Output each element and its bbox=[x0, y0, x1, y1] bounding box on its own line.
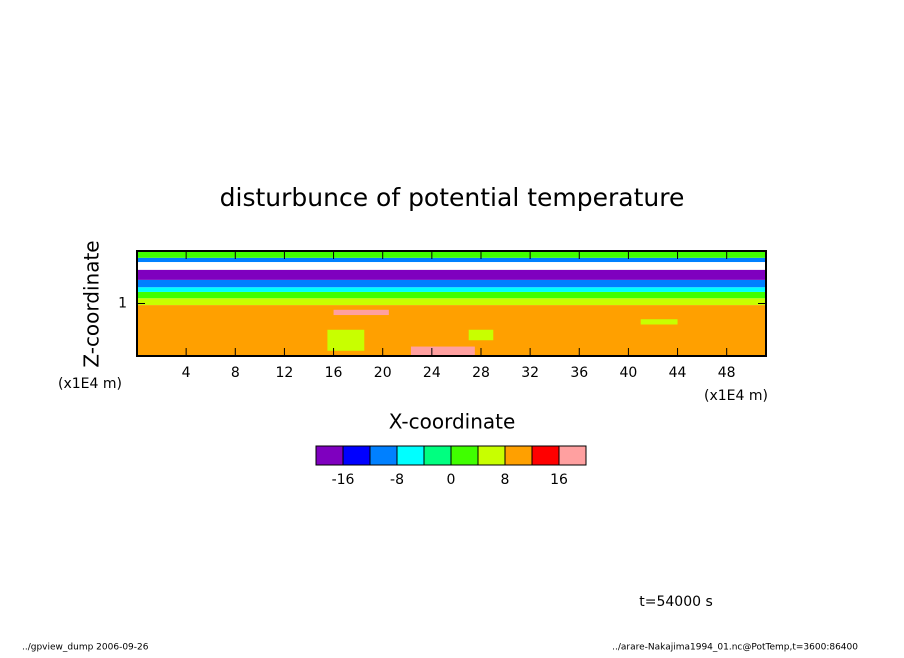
x-tick-label: 24 bbox=[423, 365, 441, 381]
contour-band bbox=[137, 269, 766, 280]
x-tick-label: 48 bbox=[718, 365, 736, 381]
x-tick-label: 36 bbox=[570, 365, 588, 381]
x-tick-label: 44 bbox=[669, 365, 687, 381]
contour-band bbox=[137, 257, 766, 263]
y-unit: (x1E4 m) bbox=[58, 376, 122, 392]
contour-band bbox=[137, 279, 766, 288]
x-tick-label: 8 bbox=[231, 365, 240, 381]
colorbar-swatch bbox=[342, 445, 371, 466]
colorbar-swatch bbox=[396, 445, 425, 466]
colorbar-tick-label: 8 bbox=[501, 472, 510, 488]
colorbar-tick-label: -16 bbox=[332, 472, 355, 488]
annotation: t=54000 s bbox=[639, 594, 713, 610]
y-axis-label: Z-coordinate bbox=[80, 240, 104, 367]
colorbar-swatch bbox=[315, 445, 344, 466]
colorbar-swatch bbox=[504, 445, 533, 466]
x-tick-label: 16 bbox=[325, 365, 343, 381]
x-tick-label: 32 bbox=[521, 365, 539, 381]
contour-patch bbox=[333, 309, 389, 316]
colorbar-swatch bbox=[423, 445, 452, 466]
colorbar-tick-label: 16 bbox=[550, 472, 568, 488]
contour-band bbox=[137, 287, 766, 292]
colorbar-swatch bbox=[450, 445, 479, 466]
x-unit: (x1E4 m) bbox=[704, 388, 768, 404]
x-tick-label: 12 bbox=[276, 365, 294, 381]
x-tick-label: 4 bbox=[182, 365, 191, 381]
x-axis-label: X-coordinate bbox=[389, 410, 516, 434]
colorbar-swatch bbox=[531, 445, 560, 466]
colorbar-swatch bbox=[558, 445, 587, 466]
footer-right: ../arare-Nakajima1994_01.nc@PotTemp,t=36… bbox=[612, 643, 858, 653]
chart-title: disturbunce of potential temperature bbox=[220, 183, 685, 212]
contour-patch bbox=[327, 329, 365, 351]
footer-left: ../gpview_dump 2006-09-26 bbox=[22, 643, 149, 653]
colorbar-swatch bbox=[369, 445, 398, 466]
contour-band bbox=[137, 251, 766, 258]
colorbar-tick-label: 0 bbox=[447, 472, 456, 488]
colorbar-swatch bbox=[477, 445, 506, 466]
contour-patch bbox=[468, 329, 494, 341]
contour-band bbox=[137, 291, 766, 299]
contour-patch bbox=[410, 346, 475, 356]
y-tick-label: 1 bbox=[118, 296, 127, 312]
contour-band bbox=[137, 298, 766, 306]
x-tick-label: 28 bbox=[472, 365, 490, 381]
colorbar-tick-label: -8 bbox=[390, 472, 404, 488]
x-tick-label: 20 bbox=[374, 365, 392, 381]
x-tick-label: 40 bbox=[619, 365, 637, 381]
contour-patch bbox=[640, 319, 678, 325]
